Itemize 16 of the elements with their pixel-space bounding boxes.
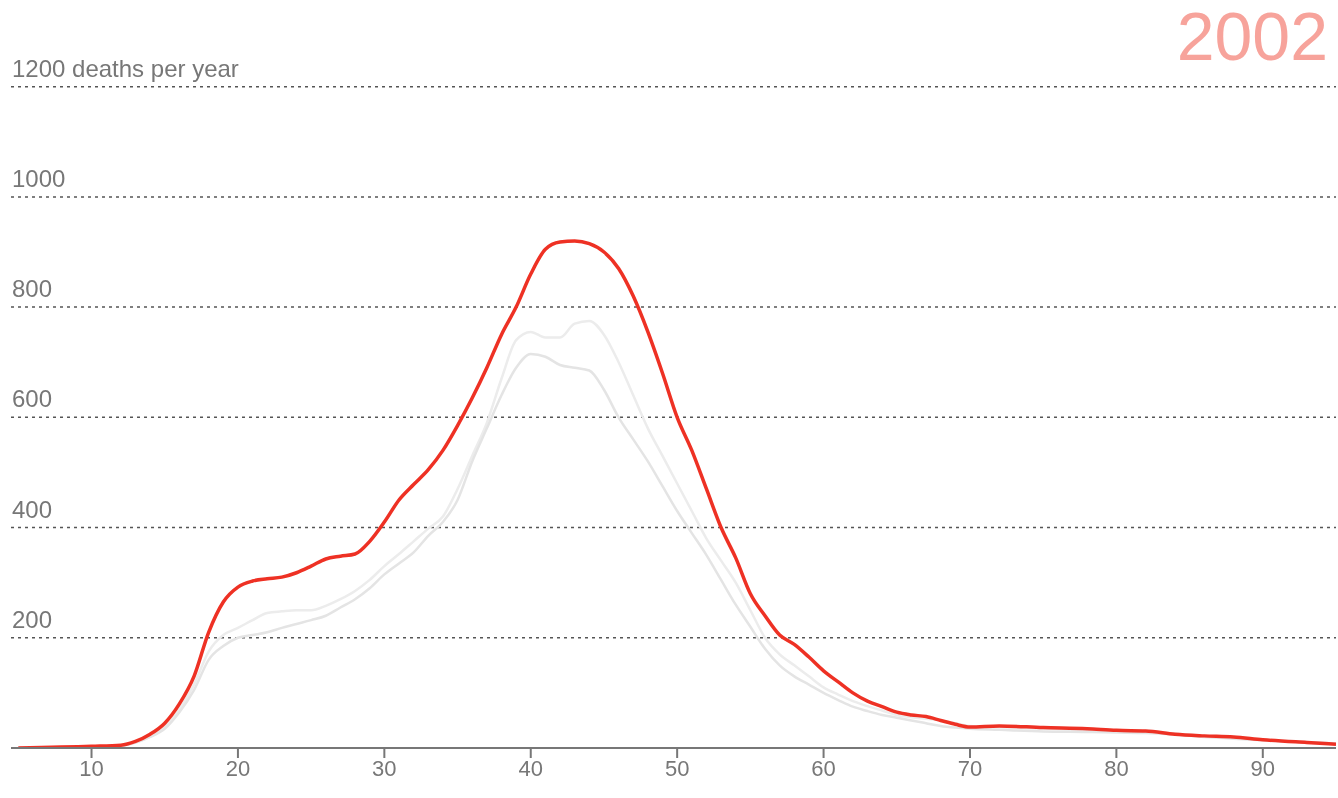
x-tick-label: 60	[811, 755, 836, 781]
y-tick-label: 400	[12, 495, 53, 523]
y-tick-label: 1200 deaths per year	[12, 54, 239, 82]
x-tick-label: 90	[1250, 755, 1276, 781]
x-tick-label: 40	[518, 755, 543, 781]
y-tick-label: 600	[12, 385, 53, 413]
x-tick-label: 70	[957, 755, 983, 781]
x-tick-label: 80	[1104, 755, 1129, 781]
x-tick-label: 30	[372, 755, 397, 781]
annotation: 2002	[1176, 0, 1328, 74]
y-tick-label: 800	[12, 275, 53, 303]
x-tick-label: 20	[225, 755, 251, 781]
y-tick-label: 1000	[12, 164, 66, 192]
x-tick-label: 10	[79, 755, 104, 781]
y-tick-label: 200	[12, 605, 53, 633]
x-tick-label: 50	[664, 755, 690, 781]
